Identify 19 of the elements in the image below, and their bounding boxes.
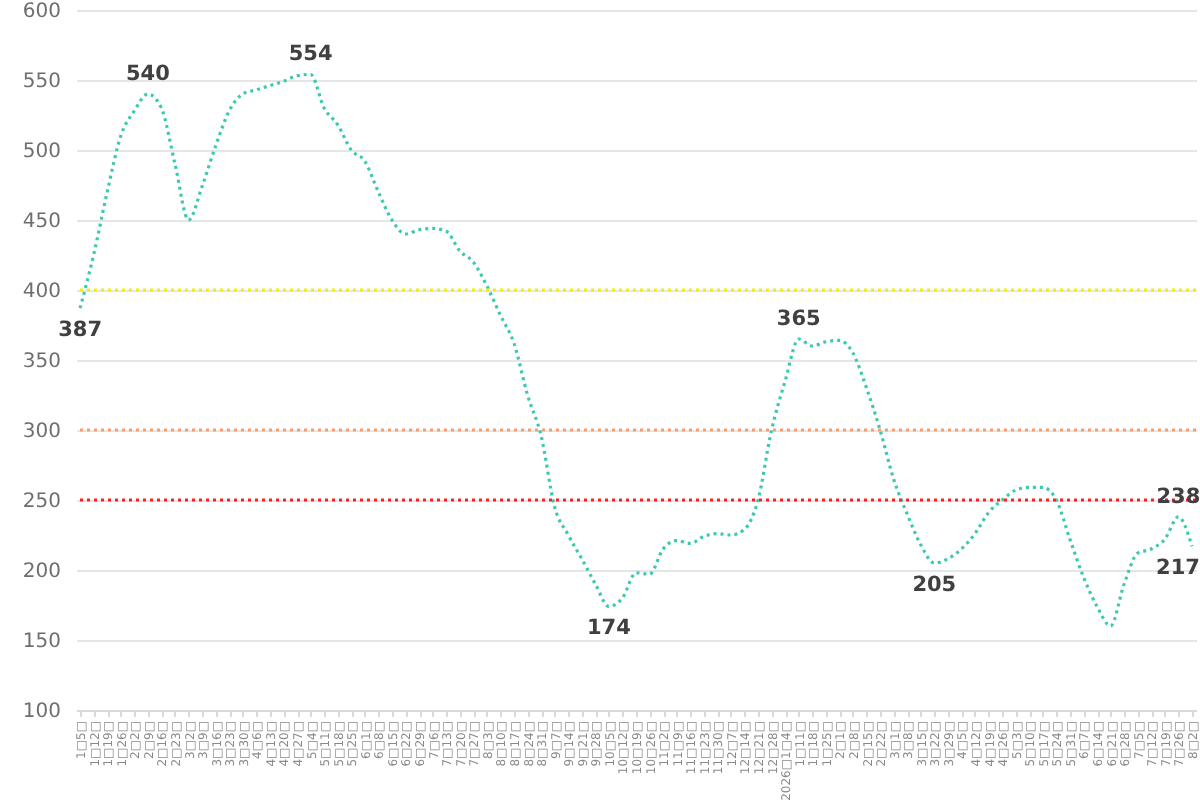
y-tick-label: 400 [22, 281, 61, 303]
data-label: 540 [125, 62, 170, 86]
data-label: 554 [288, 42, 333, 67]
y-tick-label: 350 [22, 351, 61, 373]
data-label: 217 [1156, 556, 1200, 581]
y-tick-label: 200 [22, 561, 61, 583]
y-tick-label: 550 [22, 71, 61, 93]
y-tick-label: 600 [22, 1, 61, 23]
y-tick-label: 100 [22, 701, 61, 723]
data-label: 238 [1156, 484, 1200, 509]
data-label: 205 [912, 573, 957, 597]
y-tick-label: 500 [22, 141, 61, 163]
y-tick-label: 150 [22, 631, 61, 653]
y-tick-label: 250 [22, 491, 61, 513]
y-tick-label: 300 [22, 421, 61, 443]
data-label: 387 [58, 318, 102, 343]
data-label: 365 [776, 307, 821, 331]
data-label: 174 [586, 616, 631, 641]
y-tick-label: 450 [22, 211, 61, 233]
